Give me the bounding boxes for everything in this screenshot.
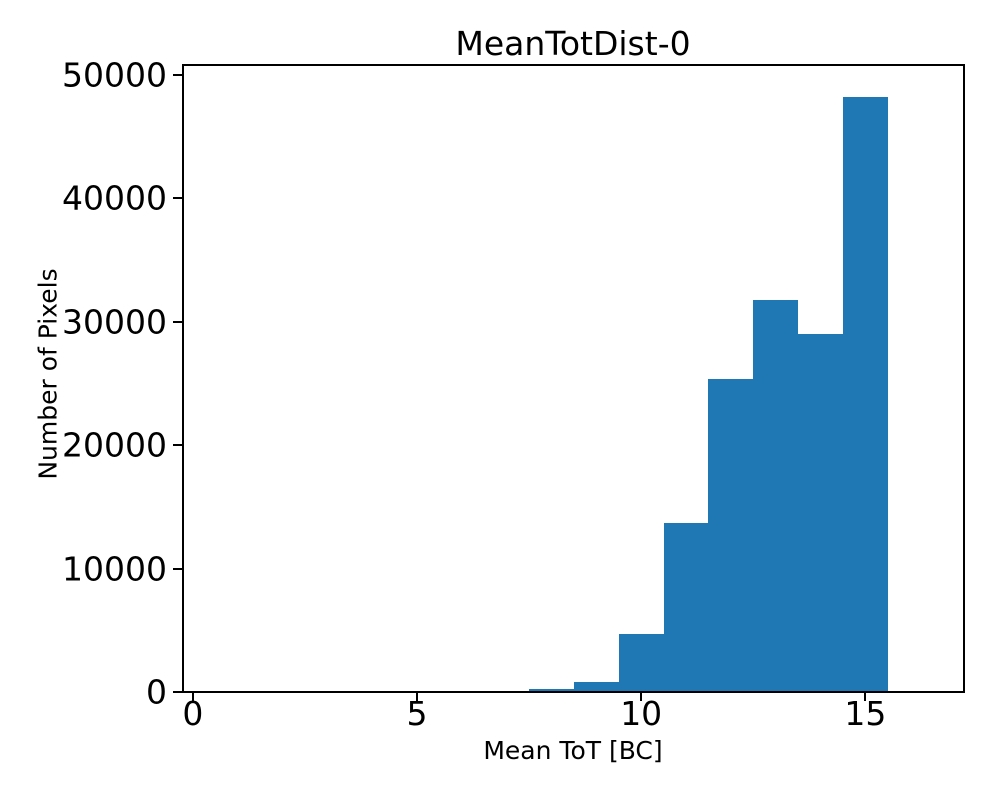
histogram-bar <box>708 378 754 691</box>
chart-title: MeanTotDist-0 <box>455 24 691 63</box>
histogram-bar <box>618 633 664 691</box>
x-tick-mark <box>864 693 867 701</box>
histogram-bar <box>798 334 843 691</box>
y-tick-label: 0 <box>146 672 167 712</box>
histogram-bar <box>573 681 619 691</box>
x-tick-label: 15 <box>844 694 887 733</box>
y-tick-mark <box>173 320 182 323</box>
x-tick-mark <box>191 693 194 701</box>
x-tick-mark <box>640 693 643 701</box>
x-tick-label: 0 <box>182 694 204 733</box>
histogram-bar <box>663 522 709 691</box>
y-tick-label: 50000 <box>62 55 167 95</box>
x-tick-mark <box>416 693 419 701</box>
x-tick-label: 10 <box>620 694 663 733</box>
y-tick-label: 10000 <box>62 549 167 589</box>
y-tick-label: 40000 <box>62 178 167 218</box>
y-tick-mark <box>173 73 182 76</box>
y-tick-mark <box>173 197 182 200</box>
x-axis-label: Mean ToT [BC] <box>483 736 663 765</box>
histogram-bar <box>753 299 799 691</box>
y-tick-label: 20000 <box>62 425 167 465</box>
y-tick-mark <box>173 567 182 570</box>
histogram-bar <box>842 97 888 691</box>
x-tick-label: 5 <box>406 694 428 733</box>
y-tick-mark <box>173 691 182 693</box>
y-tick-mark <box>173 444 182 447</box>
histogram-bar <box>529 688 574 691</box>
y-tick-label: 30000 <box>62 302 167 342</box>
